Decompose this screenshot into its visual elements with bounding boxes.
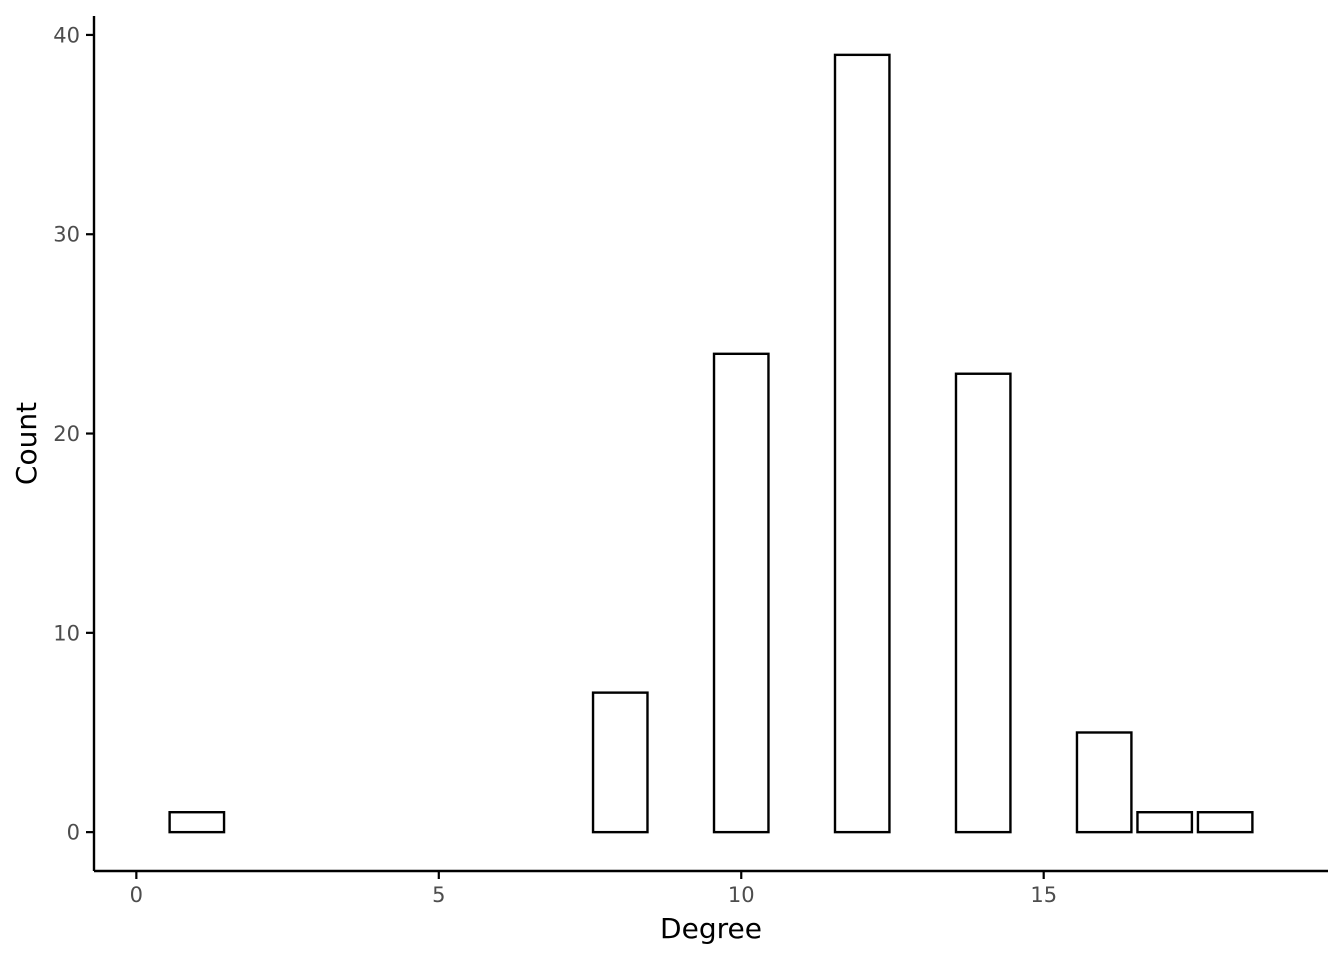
x-tick-label: 0 [130,883,143,907]
y-tick-label: 10 [53,621,80,645]
y-tick-label: 30 [53,223,80,247]
bar-degree-17 [1136,811,1194,834]
y-tick-label: 40 [53,23,80,47]
bar-degree-18 [1196,811,1254,834]
bar-degree-16 [1075,731,1133,834]
bar-degree-14 [954,372,1012,834]
bar-degree-8 [591,691,649,834]
x-axis-title: Degree [660,912,762,945]
y-tick-label: 0 [67,821,80,845]
x-tick-label: 5 [432,883,445,907]
bar-degree-1 [168,811,226,834]
x-tick-label: 10 [728,883,755,907]
bar-degree-12 [833,53,891,834]
bar-degree-10 [712,352,770,834]
x-axis-ticks: 0 5 10 15 [130,871,1057,907]
y-tick-label: 20 [53,422,80,446]
y-axis-title: Count [10,402,43,485]
bars-layer [168,53,1254,834]
x-tick-label: 15 [1030,883,1057,907]
y-axis-ticks: 0 10 20 30 40 [53,23,94,845]
